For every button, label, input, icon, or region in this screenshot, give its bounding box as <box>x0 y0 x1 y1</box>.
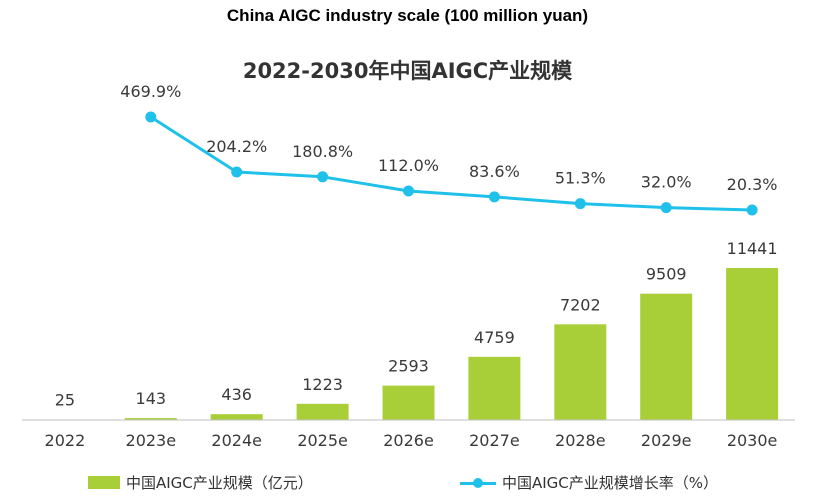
x-tick-2029e: 2029e <box>641 431 692 450</box>
line-label-2026e: 112.0% <box>378 156 439 175</box>
line-point-2026e <box>403 185 414 197</box>
bar-label-2026e: 2593 <box>388 357 429 376</box>
x-axis-ticks: 2022 2023e 2024e 2025e 2026e 2027e 2028e 2029e 2… <box>45 431 778 450</box>
legend: 中国AIGC产业规模（亿元） 中国AIGC产业规模增长率（%） <box>0 472 815 494</box>
line-point-2023e <box>145 111 157 123</box>
bar-2027e <box>468 356 521 420</box>
bar-label-2022: 25 <box>55 391 75 410</box>
line-labels: 469.9% 204.2% 180.8% 112.0% 83.6% 51.3% 32.0% 2… <box>120 82 777 194</box>
line-point-2029e <box>660 202 672 214</box>
line-point-2024e <box>231 166 243 178</box>
x-tick-2025e: 2025e <box>297 431 348 450</box>
legend-line-swatch <box>460 476 496 490</box>
growth-line <box>149 115 753 212</box>
line-label-2025e: 180.8% <box>292 142 353 161</box>
line-point-2028e <box>574 198 586 210</box>
bar-2026e <box>382 385 435 420</box>
bar-2023e <box>124 418 177 420</box>
legend-line-label: 中国AIGC产业规模增长率（%） <box>502 474 719 492</box>
bar-series <box>38 268 779 420</box>
legend-item-bar: 中国AIGC产业规模（亿元） <box>88 472 313 493</box>
bar-2029e <box>640 293 693 420</box>
line-label-2028e: 51.3% <box>555 169 606 188</box>
x-tick-2022: 2022 <box>45 431 86 450</box>
bar-label-2028e: 7202 <box>560 295 601 314</box>
line-point-2025e <box>317 171 329 183</box>
x-tick-2030e: 2030e <box>727 431 778 450</box>
bar-label-2023e: 143 <box>136 389 167 408</box>
x-tick-2023e: 2023e <box>126 431 177 450</box>
bar-label-2024e: 436 <box>221 385 252 404</box>
line-point-2027e <box>488 191 500 203</box>
bar-2030e <box>726 268 779 420</box>
x-tick-2027e: 2027e <box>469 431 520 450</box>
bar-labels: 25 143 436 1223 2593 4759 7202 9509 11441 <box>55 239 778 410</box>
bar-label-2029e: 9509 <box>646 265 687 284</box>
legend-bar-label: 中国AIGC产业规模（亿元） <box>126 474 313 492</box>
legend-bar-swatch <box>88 476 120 489</box>
legend-item-line: 中国AIGC产业规模增长率（%） <box>460 472 718 493</box>
line-label-2030e: 20.3% <box>727 175 778 194</box>
bar-2025e <box>296 403 349 420</box>
line-label-2027e: 83.6% <box>469 162 520 181</box>
line-series <box>145 111 758 216</box>
line-point-2030e <box>746 204 758 216</box>
x-tick-2026e: 2026e <box>383 431 434 450</box>
line-label-2024e: 204.2% <box>206 137 267 156</box>
x-tick-2024e: 2024e <box>211 431 262 450</box>
x-tick-2028e: 2028e <box>555 431 606 450</box>
bar-label-2025e: 1223 <box>302 375 343 394</box>
chart-title-english: China AIGC industry scale (100 million y… <box>226 6 589 25</box>
chart-title: 2022-2030年中国AIGC产业规模 <box>242 59 573 83</box>
bar-2028e <box>554 324 607 420</box>
bar-2024e <box>210 414 263 420</box>
bar-label-2027e: 4759 <box>474 328 515 347</box>
bar-label-2030e: 11441 <box>727 239 778 258</box>
line-label-2029e: 32.0% <box>641 173 692 192</box>
line-label-2023e: 469.9% <box>120 82 181 101</box>
